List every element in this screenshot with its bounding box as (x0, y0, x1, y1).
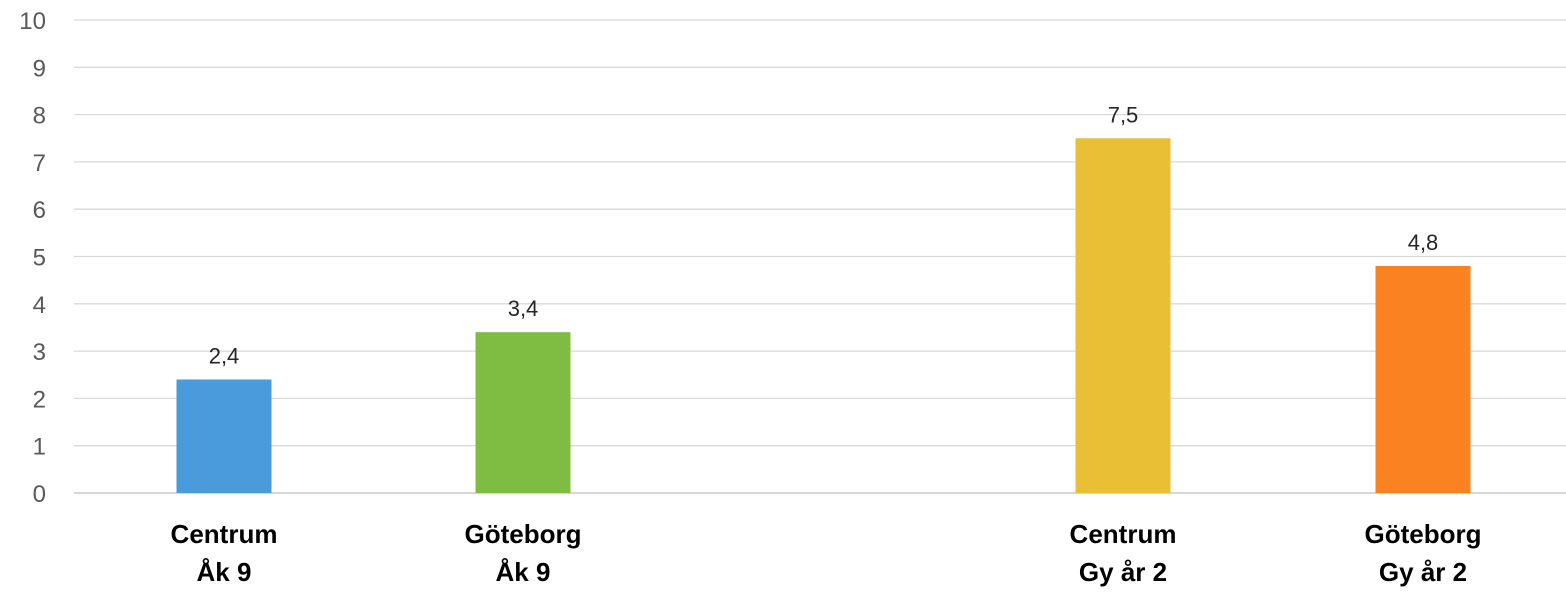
category-label: Åk 9 (197, 557, 252, 587)
bars (176, 138, 1471, 493)
y-tick-label: 1 (33, 434, 46, 461)
category-label: Göteborg (465, 519, 582, 549)
bar-göteborg-gy-år-2 (1375, 265, 1471, 493)
category-label: Gy år 2 (1079, 557, 1167, 587)
bar-göteborg-åk-9 (475, 332, 571, 493)
data-label: 4,8 (1408, 230, 1439, 255)
data-label: 7,5 (1108, 102, 1139, 127)
y-tick-label: 7 (33, 150, 46, 177)
category-label: Åk 9 (496, 557, 551, 587)
y-tick-label: 10 (19, 8, 46, 35)
category-label: Centrum (1070, 519, 1177, 549)
bar-centrum-åk-9 (176, 379, 272, 493)
x-axis-category-labels: Centrum Åk 9 Göteborg Åk 9 Centrum Gy år 2 Göt… (171, 519, 1482, 587)
y-tick-label: 8 (33, 103, 46, 130)
y-tick-label: 5 (33, 245, 46, 272)
category-label: Gy år 2 (1379, 557, 1467, 587)
y-axis-tick-labels: 0 1 2 3 4 5 6 7 8 9 10 (19, 8, 46, 508)
data-labels: 2,4 3,4 7,5 4,8 (209, 102, 1439, 368)
category-label: Centrum (171, 519, 278, 549)
y-tick-label: 9 (33, 55, 46, 82)
y-tick-label: 3 (33, 339, 46, 366)
y-tick-label: 6 (33, 197, 46, 224)
y-tick-label: 0 (33, 481, 46, 508)
data-label: 3,4 (508, 296, 539, 321)
data-label: 2,4 (209, 343, 240, 368)
gridlines (74, 19, 1566, 494)
bar-centrum-gy-år-2 (1075, 138, 1171, 493)
y-tick-label: 4 (33, 292, 46, 319)
category-label: Göteborg (1365, 519, 1482, 549)
y-tick-label: 2 (33, 386, 46, 413)
